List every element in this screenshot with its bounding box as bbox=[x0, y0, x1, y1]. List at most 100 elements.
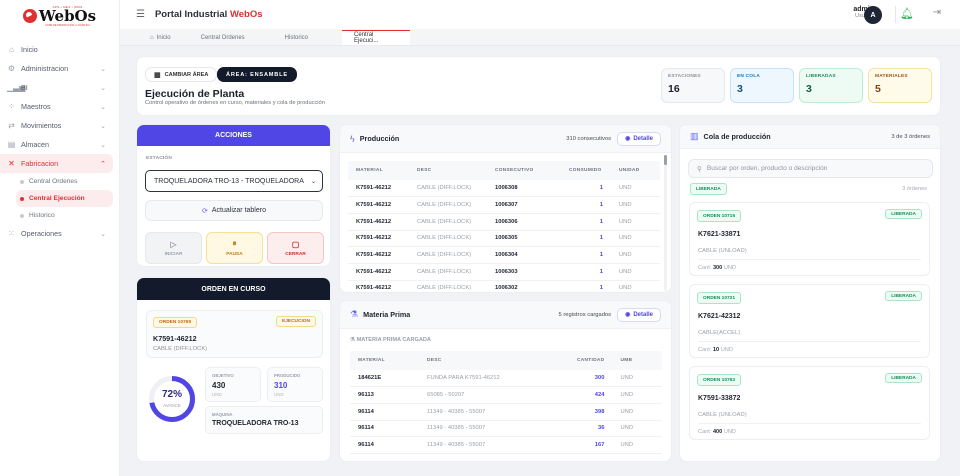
refresh-button[interactable]: ⟳ Actualizar tablero bbox=[145, 200, 323, 221]
order-number-badge: ORDEN 10715 bbox=[697, 210, 741, 222]
cell: CABLE (DIFF.LOCK) bbox=[409, 230, 487, 248]
product-desc: CABLE(ACCEL) bbox=[698, 330, 741, 336]
search-placeholder: Buscar por orden, producto o descripción bbox=[706, 165, 828, 172]
sidebar-item-movimientos[interactable]: ⇄ Movimientos ⌄ bbox=[0, 116, 113, 135]
table-row[interactable]: 184621E FUNDA PARA K7591-46212 300 UND bbox=[350, 370, 662, 388]
sidebar-subitem-label: Historico bbox=[29, 212, 55, 219]
chevron-down-icon: ⌄ bbox=[310, 178, 316, 185]
sidebar-item-operaciones[interactable]: ⁙ Operaciones ⌄ bbox=[0, 224, 113, 243]
sidebar-item-administracion[interactable]: ⚙ Administracion ⌄ bbox=[0, 59, 113, 78]
chevron-up-icon: ⌃ bbox=[100, 160, 106, 168]
sidebar-item-label: Operaciones bbox=[21, 229, 62, 238]
cell: K7591-46212 bbox=[348, 230, 409, 248]
qty-unit: UND bbox=[723, 429, 736, 435]
sidebar: APS • MES • WMS WebOs CORE DE PRODUCCIÓN… bbox=[0, 0, 120, 476]
pause-icon: ⏸︎ bbox=[232, 239, 237, 248]
sidebar-item-inicio[interactable]: ⌂ Inicio bbox=[0, 40, 113, 59]
panel-title: Cola de producción bbox=[703, 132, 771, 141]
bolt-icon: ϟ bbox=[350, 133, 355, 144]
sidebar-subitem-historico[interactable]: Historico bbox=[0, 207, 119, 224]
brand-name: WebOs bbox=[229, 9, 263, 20]
table-row[interactable]: K7591-46212 CABLE (DIFF.LOCK) 1006306 1 UND bbox=[348, 213, 660, 231]
group-count: 3 órdenes bbox=[902, 186, 927, 192]
tab-central-ordenes[interactable]: Central Ordenes bbox=[189, 30, 257, 45]
table-row[interactable]: K7591-46212 CABLE (DIFF.LOCK) 1006307 1 UND bbox=[348, 196, 660, 214]
column-header: CONSECUTIVO bbox=[487, 161, 561, 180]
cell: CABLE (DIFF.LOCK) bbox=[409, 280, 487, 292]
sidebar-item-bi[interactable]: ▁▃▅ BI ⌄ bbox=[0, 78, 113, 97]
play-icon: ▷ bbox=[170, 239, 177, 249]
cell: 96114 bbox=[350, 403, 419, 421]
kpi-label: ESTACIONES bbox=[668, 74, 701, 79]
kpi-en-cola: EN COLA 3 bbox=[730, 68, 794, 103]
logo-tagline: APS • MES • WMS bbox=[52, 5, 83, 9]
logout-icon[interactable]: ⇥ bbox=[932, 7, 941, 18]
product-code: K7591-46212 bbox=[153, 334, 197, 343]
arrows-icon: ⇄ bbox=[8, 121, 15, 130]
current-order-panel: ORDEN EN CURSO ORDEN 10769 EJECUCION K75… bbox=[136, 277, 331, 462]
cell: UND bbox=[612, 386, 662, 404]
pause-button[interactable]: ⏸︎ PAUSA bbox=[206, 232, 263, 264]
production-detail-button[interactable]: ◉ Detalle bbox=[617, 131, 661, 146]
product-code: K7621-33871 bbox=[698, 231, 741, 238]
sidebar-item-almacen[interactable]: ▤ Almacen ⌄ bbox=[0, 135, 113, 154]
tab-label: Central Ordenes bbox=[200, 34, 245, 41]
tab-central-ejecucion[interactable]: Central Ejecuci... bbox=[342, 30, 411, 45]
button-label: CAMBIAR ÁREA bbox=[164, 71, 209, 78]
column-header: MATERIAL bbox=[348, 161, 409, 180]
qty-label: Cant: bbox=[698, 347, 712, 353]
tools-icon: ✕ bbox=[8, 159, 15, 168]
scrollbar[interactable] bbox=[664, 155, 667, 291]
cell: CABLE (DIFF.LOCK) bbox=[409, 263, 487, 281]
sidebar-subitem-central-ejecucion[interactable]: Central Ejecución bbox=[16, 190, 113, 207]
sidebar-subitem-central-ordenes[interactable]: Central Ordenes bbox=[0, 173, 119, 190]
sidebar-item-fabricacion[interactable]: ✕ Fabricacion ⌃ bbox=[0, 154, 113, 173]
queue-order-card[interactable]: ORDEN 10715 LIBERADA K7621-33871 CABLE (… bbox=[689, 202, 930, 276]
queue-order-card[interactable]: ORDEN 10763 LIBERADA K7591-33872 CABLE (… bbox=[689, 366, 930, 440]
actions-panel: ACCIONES ESTACIÓN TROQUELADORA TRO-13 - … bbox=[136, 124, 331, 267]
cell: UND bbox=[611, 213, 660, 231]
cell: UND bbox=[611, 246, 660, 264]
gear-icon: ⚙ bbox=[7, 64, 16, 73]
bell-icon[interactable]: 🔔︎ bbox=[900, 8, 914, 20]
table-row[interactable]: K7591-46212 CABLE (DIFF.LOCK) 1006304 1 UND bbox=[348, 246, 660, 264]
page-header: ▦ CAMBIAR ÁREA ÁREA: ENSAMBLE Ejecución d… bbox=[136, 56, 941, 116]
eye-icon: ◉ bbox=[625, 136, 631, 142]
table-row[interactable]: 96114 11349 - 40385 - 55007 36 UND bbox=[350, 420, 662, 438]
qty-unit: UND bbox=[720, 347, 733, 353]
status-badge: EJECUCION bbox=[276, 316, 316, 327]
button-label: Detalle bbox=[633, 135, 653, 142]
progress-value: 72% bbox=[161, 389, 182, 400]
sidebar-item-maestros[interactable]: ⁘ Maestros ⌄ bbox=[0, 97, 113, 116]
grid-icon: ⁘ bbox=[8, 102, 15, 111]
close-order-button[interactable]: ▢ CERRAR bbox=[267, 232, 324, 264]
queue-search-input[interactable]: ⚲ Buscar por orden, producto o descripció… bbox=[688, 159, 933, 178]
page-title: Ejecución de Planta bbox=[145, 88, 245, 100]
logo[interactable]: APS • MES • WMS WebOs CORE DE PRODUCCIÓN… bbox=[0, 0, 119, 32]
station-select[interactable]: TROQUELADORA TRO-13 - TROQUELADORA ⌄ bbox=[145, 170, 323, 192]
avatar[interactable]: A bbox=[864, 6, 882, 24]
tab-historico[interactable]: Historico bbox=[273, 30, 320, 45]
product-desc: CABLE (DIFF.LOCK) bbox=[153, 346, 208, 352]
table-row[interactable]: K7591-46212 CABLE (DIFF.LOCK) 1006302 1 UND bbox=[348, 280, 660, 292]
raw-material-panel: ⚗ Materia Prima 5 registros cargados ◉ De… bbox=[339, 300, 672, 462]
table-row[interactable]: 96114 11349 - 40385 - 55007 167 UND bbox=[350, 436, 662, 454]
table-row[interactable]: 96113 65085 - 50207 424 UND bbox=[350, 386, 662, 404]
section-label: ⚗ MATERIA PRIMA CARGADA bbox=[350, 337, 431, 343]
home-icon: ⌂ bbox=[9, 45, 14, 54]
tab-inicio[interactable]: ⌂ Inicio bbox=[138, 30, 183, 45]
table-row[interactable]: 96114 11349 - 40385 - 55007 398 UND bbox=[350, 403, 662, 421]
cell: CABLE (DIFF.LOCK) bbox=[409, 246, 487, 264]
change-area-button[interactable]: ▦ CAMBIAR ÁREA bbox=[145, 67, 218, 82]
table-row[interactable]: K7591-46212 CABLE (DIFF.LOCK) 1006308 1 UND bbox=[348, 180, 660, 198]
table-row[interactable]: K7591-46212 CABLE (DIFF.LOCK) 1006305 1 UND bbox=[348, 230, 660, 248]
raw-material-detail-button[interactable]: ◉ Detalle bbox=[617, 307, 661, 322]
divider bbox=[698, 259, 921, 260]
table-row[interactable]: K7591-46212 CABLE (DIFF.LOCK) 1006303 1 UND bbox=[348, 263, 660, 281]
start-button[interactable]: ▷ INICIAR bbox=[145, 232, 202, 264]
queue-order-card[interactable]: ORDEN 10721 LIBERADA K7621-42312 CABLE(A… bbox=[689, 284, 930, 358]
cell: CABLE (DIFF.LOCK) bbox=[409, 213, 487, 231]
quantity: Cant: 400 UND bbox=[698, 429, 736, 435]
menu-icon[interactable]: ☰ bbox=[136, 9, 145, 20]
unit: UND bbox=[212, 392, 222, 397]
